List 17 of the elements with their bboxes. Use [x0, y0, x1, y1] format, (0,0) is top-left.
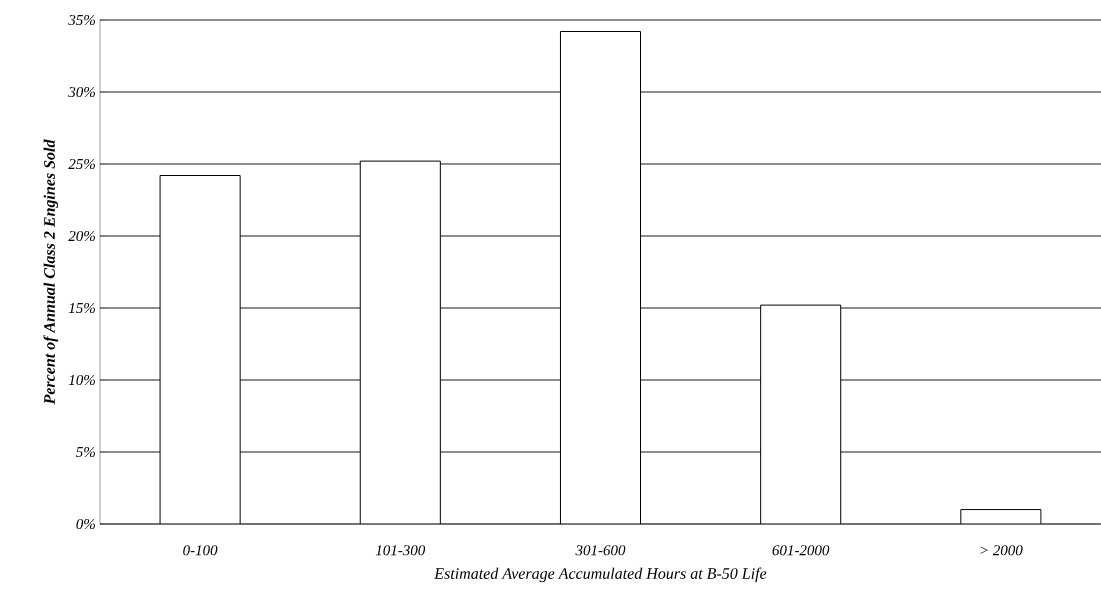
- y-tick-label: 20%: [68, 230, 95, 242]
- x-tick-label: 0-100: [183, 545, 218, 556]
- y-tick-label: 25%: [68, 158, 95, 170]
- y-tick-label: 30%: [68, 86, 95, 98]
- x-axis-title: Estimated Average Accumulated Hours at B-50 Life: [434, 567, 767, 583]
- x-tick-label: 101-300: [375, 545, 426, 556]
- y-tick-label: 15%: [68, 302, 95, 314]
- x-tick-label: 301-600: [575, 545, 626, 556]
- y-tick-label: 0%: [76, 518, 95, 530]
- y-tick-label: 35%: [68, 14, 95, 26]
- y-tick-label: 5%: [76, 446, 95, 458]
- x-tick-label: > 2000: [980, 545, 1023, 556]
- bar: [359, 160, 441, 524]
- x-tick-label: 601-2000: [772, 545, 830, 556]
- y-axis-title: Percent of Annual Class 2 Engines Sold: [43, 139, 59, 405]
- y-tick-label: 10%: [68, 374, 95, 386]
- bar: [760, 304, 842, 524]
